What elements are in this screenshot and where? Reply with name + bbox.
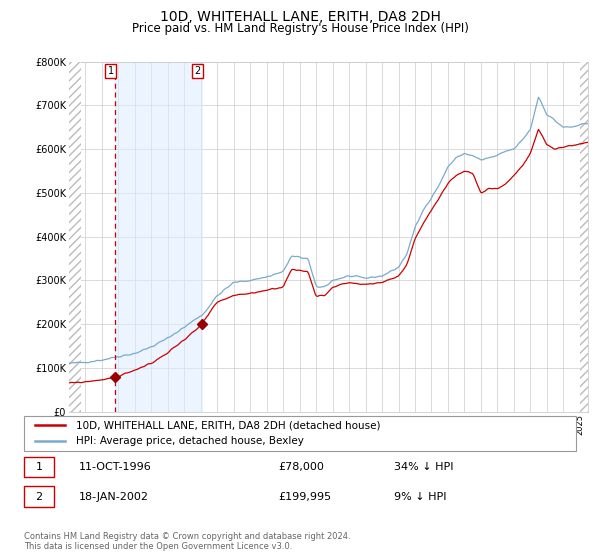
Text: 2: 2 xyxy=(35,492,43,502)
Text: £78,000: £78,000 xyxy=(278,462,324,472)
Text: Price paid vs. HM Land Registry's House Price Index (HPI): Price paid vs. HM Land Registry's House … xyxy=(131,22,469,35)
FancyBboxPatch shape xyxy=(24,486,55,507)
Text: 2: 2 xyxy=(194,66,200,76)
Bar xyxy=(69,62,80,412)
Bar xyxy=(580,62,596,412)
Bar xyxy=(115,62,202,412)
Text: Contains HM Land Registry data © Crown copyright and database right 2024.
This d: Contains HM Land Registry data © Crown c… xyxy=(24,532,350,552)
Text: HPI: Average price, detached house, Bexley: HPI: Average price, detached house, Bexl… xyxy=(76,436,304,446)
Text: 10D, WHITEHALL LANE, ERITH, DA8 2DH: 10D, WHITEHALL LANE, ERITH, DA8 2DH xyxy=(160,10,440,24)
Text: 18-JAN-2002: 18-JAN-2002 xyxy=(79,492,149,502)
Text: £199,995: £199,995 xyxy=(278,492,331,502)
Text: 10D, WHITEHALL LANE, ERITH, DA8 2DH (detached house): 10D, WHITEHALL LANE, ERITH, DA8 2DH (det… xyxy=(76,421,381,431)
Text: 1: 1 xyxy=(107,66,114,76)
Text: 9% ↓ HPI: 9% ↓ HPI xyxy=(394,492,446,502)
FancyBboxPatch shape xyxy=(24,457,55,478)
Text: 1: 1 xyxy=(35,462,43,472)
FancyBboxPatch shape xyxy=(24,416,576,451)
Text: 34% ↓ HPI: 34% ↓ HPI xyxy=(394,462,454,472)
Text: 11-OCT-1996: 11-OCT-1996 xyxy=(79,462,152,472)
